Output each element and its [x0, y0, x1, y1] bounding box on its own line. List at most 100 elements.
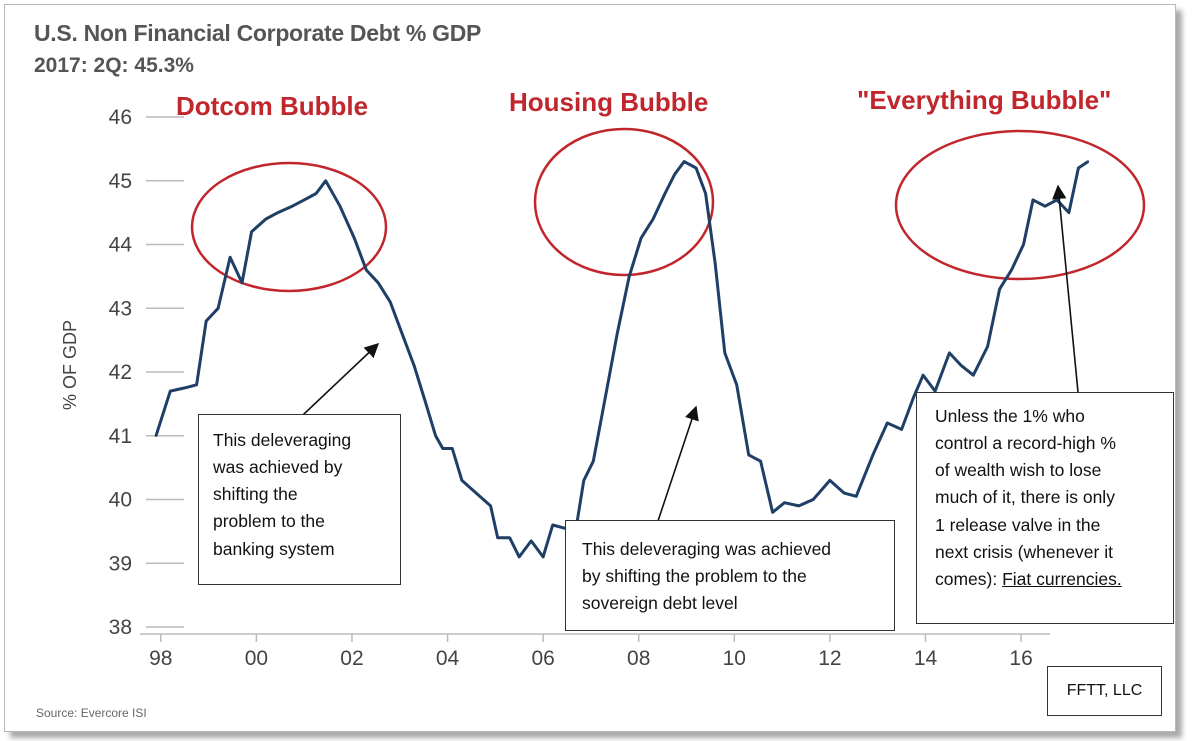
data-point	[1067, 211, 1071, 214]
housing-bubble-circle	[533, 127, 715, 277]
data-point	[948, 351, 951, 355]
x-tick-label: 06	[531, 647, 554, 670]
data-point	[353, 236, 356, 240]
data-point	[183, 386, 186, 390]
x-tick-label: 12	[818, 647, 841, 670]
data-point	[518, 555, 521, 559]
data-point	[1077, 166, 1080, 170]
data-point	[1043, 205, 1047, 208]
data-point	[338, 205, 342, 208]
x-tick-label: 00	[245, 647, 268, 670]
data-point	[682, 160, 686, 163]
data-point	[960, 364, 963, 367]
x-tick-label: 98	[149, 647, 172, 670]
data-point	[216, 307, 220, 310]
data-point	[228, 256, 232, 259]
data-point	[886, 421, 889, 425]
data-point	[723, 351, 726, 355]
chart-subtitle: 2017: 2Q: 45.3%	[34, 54, 194, 77]
data-point	[541, 555, 545, 559]
y-tick-label: 45	[109, 170, 132, 193]
data-point	[747, 453, 750, 457]
data-point	[797, 504, 800, 508]
data-point	[264, 217, 268, 221]
data-point	[1010, 268, 1013, 272]
data-point	[735, 383, 738, 386]
data-point	[900, 428, 903, 431]
data-point	[651, 217, 655, 221]
data-point	[154, 434, 158, 437]
annotation-line: This deleveraging	[213, 430, 352, 450]
x-tick-label: 16	[1009, 647, 1032, 670]
y-axis-label: % OF GDP	[60, 320, 80, 410]
data-point	[704, 192, 707, 195]
arrow-to-current-level	[1052, 184, 1079, 393]
annotation-line: 1 release valve in the	[935, 514, 1101, 535]
data-point	[508, 536, 511, 539]
everything-bubble-label: "Everything Bubble"	[857, 85, 1111, 115]
data-point	[489, 504, 492, 508]
y-axis: 38 39 40 41 42 43 44 45 46	[109, 106, 184, 639]
annotation-line: problem to the	[213, 511, 325, 532]
annotation-line: was achieved by	[213, 457, 343, 478]
y-tick-label: 41	[109, 425, 132, 448]
data-point	[933, 389, 937, 393]
data-point	[604, 396, 607, 399]
data-point	[441, 447, 444, 450]
data-point	[871, 453, 875, 457]
data-point	[639, 236, 643, 240]
data-point	[434, 434, 437, 437]
data-point	[1031, 198, 1035, 202]
data-point	[377, 281, 380, 284]
data-point	[389, 300, 392, 304]
fiat-currencies-text: Fiat currencies.	[1002, 568, 1122, 589]
dotcom-bubble-circle	[190, 161, 388, 293]
debt-series-line	[154, 160, 1089, 559]
data-point	[250, 230, 253, 233]
data-point	[400, 332, 404, 335]
data-point	[475, 491, 478, 495]
data-point	[424, 402, 428, 406]
annotation-line: next crisis (whenever it	[935, 541, 1113, 562]
data-point	[1086, 160, 1090, 163]
data-point	[972, 374, 975, 377]
housing-bubble-label: Housing Bubble	[509, 87, 708, 117]
annotation-line: This deleveraging was achieved	[582, 539, 832, 559]
data-point	[616, 332, 619, 335]
data-point	[314, 192, 318, 195]
data-point	[205, 319, 208, 323]
x-tick-label: 02	[340, 647, 363, 670]
data-point	[324, 179, 327, 182]
data-point	[771, 511, 774, 514]
dotcom-bubble-label: Dotcom Bubble	[176, 91, 368, 121]
data-point	[912, 396, 915, 399]
data-point	[673, 173, 676, 176]
annotation-line: banking system	[213, 538, 335, 559]
data-point	[828, 479, 832, 482]
data-point	[496, 536, 499, 539]
credit-box: FFTT, LLC	[1047, 666, 1162, 716]
y-tick-label: 42	[109, 361, 132, 384]
data-point	[303, 198, 306, 202]
x-tick-label: 04	[436, 647, 460, 670]
data-point	[759, 460, 762, 463]
annotation-line: by shifting the problem to the	[582, 566, 807, 587]
data-point	[412, 364, 416, 367]
x-tick-label: 08	[627, 647, 650, 670]
data-point	[365, 268, 368, 272]
annotation-line: much of it, there is only	[935, 487, 1115, 508]
y-tick-label: 43	[109, 297, 132, 320]
data-point	[451, 447, 454, 450]
data-point	[169, 389, 172, 393]
data-point	[628, 275, 631, 278]
data-point	[530, 539, 533, 543]
data-point	[694, 166, 698, 170]
chart-title: U.S. Non Financial Corporate Debt % GDP	[34, 20, 482, 46]
data-point	[714, 262, 717, 265]
data-point	[855, 495, 858, 498]
y-tick-label: 40	[109, 489, 132, 512]
data-point	[1055, 198, 1059, 202]
arrow-to-housing-decline	[655, 405, 699, 528]
data-point	[843, 491, 846, 495]
data-point	[986, 345, 989, 348]
